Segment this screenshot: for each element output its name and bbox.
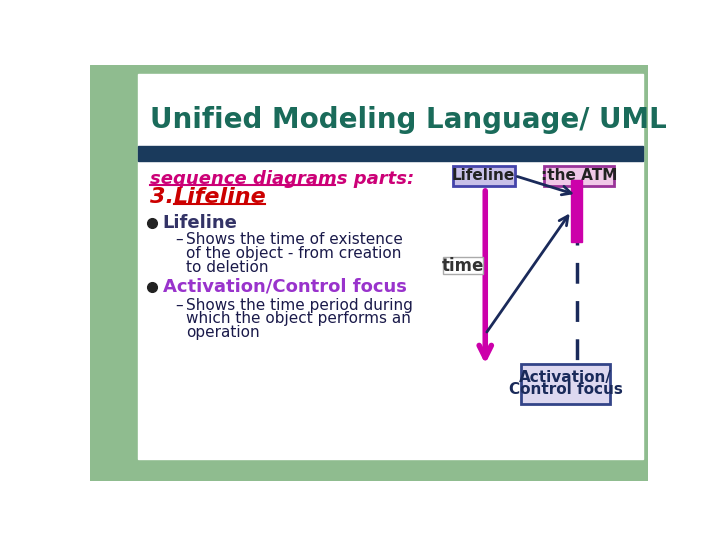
Text: Control focus: Control focus xyxy=(508,382,622,397)
Text: Shows the time period during: Shows the time period during xyxy=(186,298,413,313)
Text: to deletion: to deletion xyxy=(186,260,269,275)
Text: sequence diagrams parts:: sequence diagrams parts: xyxy=(150,170,415,188)
Text: operation: operation xyxy=(186,325,260,340)
Text: Unified Modeling Language/ UML: Unified Modeling Language/ UML xyxy=(150,106,667,134)
Text: –: – xyxy=(175,232,183,247)
Text: Lifeline: Lifeline xyxy=(163,214,238,232)
Text: which the object performs an: which the object performs an xyxy=(186,312,411,326)
Text: –: – xyxy=(175,298,183,313)
Text: Activation/Control focus: Activation/Control focus xyxy=(163,278,407,295)
Text: Activation/: Activation/ xyxy=(519,370,612,385)
Text: :the ATM: :the ATM xyxy=(541,168,617,183)
Bar xyxy=(453,166,515,186)
Text: Lifeline: Lifeline xyxy=(452,168,516,183)
Bar xyxy=(443,257,483,274)
Bar xyxy=(138,146,644,161)
Text: 3.: 3. xyxy=(150,187,174,207)
Bar xyxy=(521,363,610,403)
Text: Shows the time of existence: Shows the time of existence xyxy=(186,232,403,247)
Text: of the object - from creation: of the object - from creation xyxy=(186,246,402,261)
Bar xyxy=(571,180,582,242)
Text: time: time xyxy=(441,256,484,275)
Bar xyxy=(544,166,614,186)
Text: Lifeline: Lifeline xyxy=(174,187,266,207)
